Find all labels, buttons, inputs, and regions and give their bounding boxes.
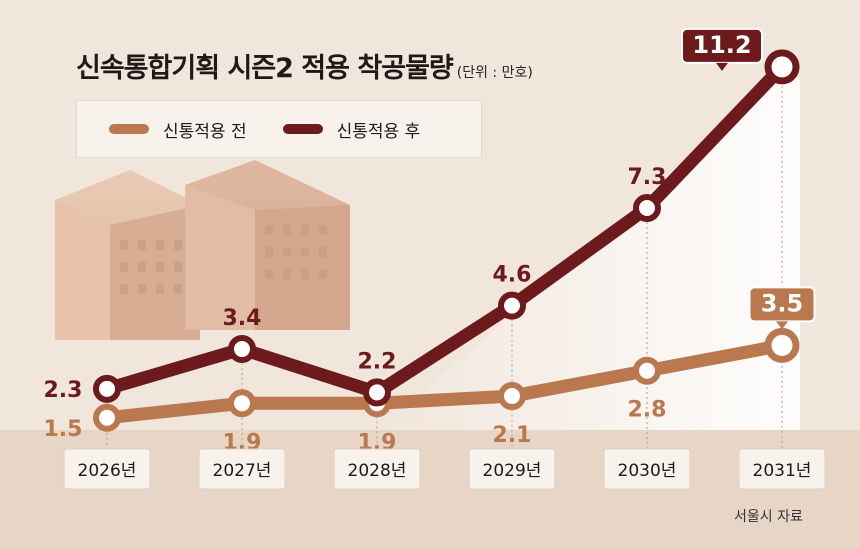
x-tick-box (468, 448, 556, 490)
legend: 신통적용 전 신통적용 후 (76, 100, 482, 158)
point-after (498, 291, 526, 320)
point-after (228, 335, 256, 364)
point-before (498, 382, 526, 411)
x-tick-label: 2030년 (618, 461, 677, 481)
title-text: 신속통합기획 시즌2 적용 착공물량 (76, 53, 454, 84)
series-line-after (100, 60, 789, 399)
data-label-after: 11.2 (692, 31, 751, 59)
point-after (633, 193, 661, 222)
data-label-before-pointer (776, 321, 788, 330)
data-label-after: 3.4 (223, 306, 262, 331)
point-before (633, 356, 661, 385)
source-note: 서울시 자료 (734, 509, 803, 525)
data-label-after: 4.6 (493, 263, 532, 288)
series-line-before (100, 338, 789, 425)
x-tick-box (603, 448, 691, 490)
point-before (228, 389, 256, 418)
x-tick-label: 2031년 (753, 461, 812, 481)
point-before (93, 403, 121, 432)
point-after (764, 49, 800, 85)
data-label-before: 2.1 (493, 423, 532, 448)
point-after (363, 378, 391, 407)
x-tick-label: 2027년 (213, 461, 272, 481)
unit-label: (단위 : 만호) (456, 65, 533, 81)
x-tick-box (738, 448, 826, 490)
legend-swatch-after (282, 124, 323, 134)
point-after (93, 374, 121, 403)
legend-swatch-before (109, 124, 149, 134)
data-label-before: 1.5 (44, 417, 83, 442)
data-label-after: 2.3 (44, 378, 83, 403)
legend-label-before: 신통적용 전 (163, 121, 247, 142)
data-label-after-pointer (716, 62, 728, 71)
legend-label-after: 신통적용 후 (336, 121, 421, 142)
x-axis: 2026년 2027년 2028년 2029년 2030년 2031년 (63, 448, 826, 490)
data-label-after: 7.3 (628, 165, 667, 190)
x-tick-box (198, 448, 286, 490)
x-tick-box (333, 448, 421, 490)
x-tick-box (63, 448, 151, 490)
data-label-after: 2.2 (358, 349, 397, 374)
x-tick-label: 2028년 (348, 461, 407, 481)
data-label-before: 3.5 (761, 289, 804, 317)
chart-title: 신속통합기획 시즌2 적용 착공물량 (단위 : 만호) (76, 46, 533, 85)
data-label-before: 2.8 (628, 398, 667, 423)
building-illustration (55, 160, 350, 340)
point-before (764, 327, 800, 363)
legend-item-after: 신통적용 후 (282, 117, 421, 142)
x-tick-label: 2026년 (78, 461, 137, 481)
x-tick-label: 2029년 (483, 461, 542, 481)
legend-item-before: 신통적용 전 (109, 117, 247, 142)
